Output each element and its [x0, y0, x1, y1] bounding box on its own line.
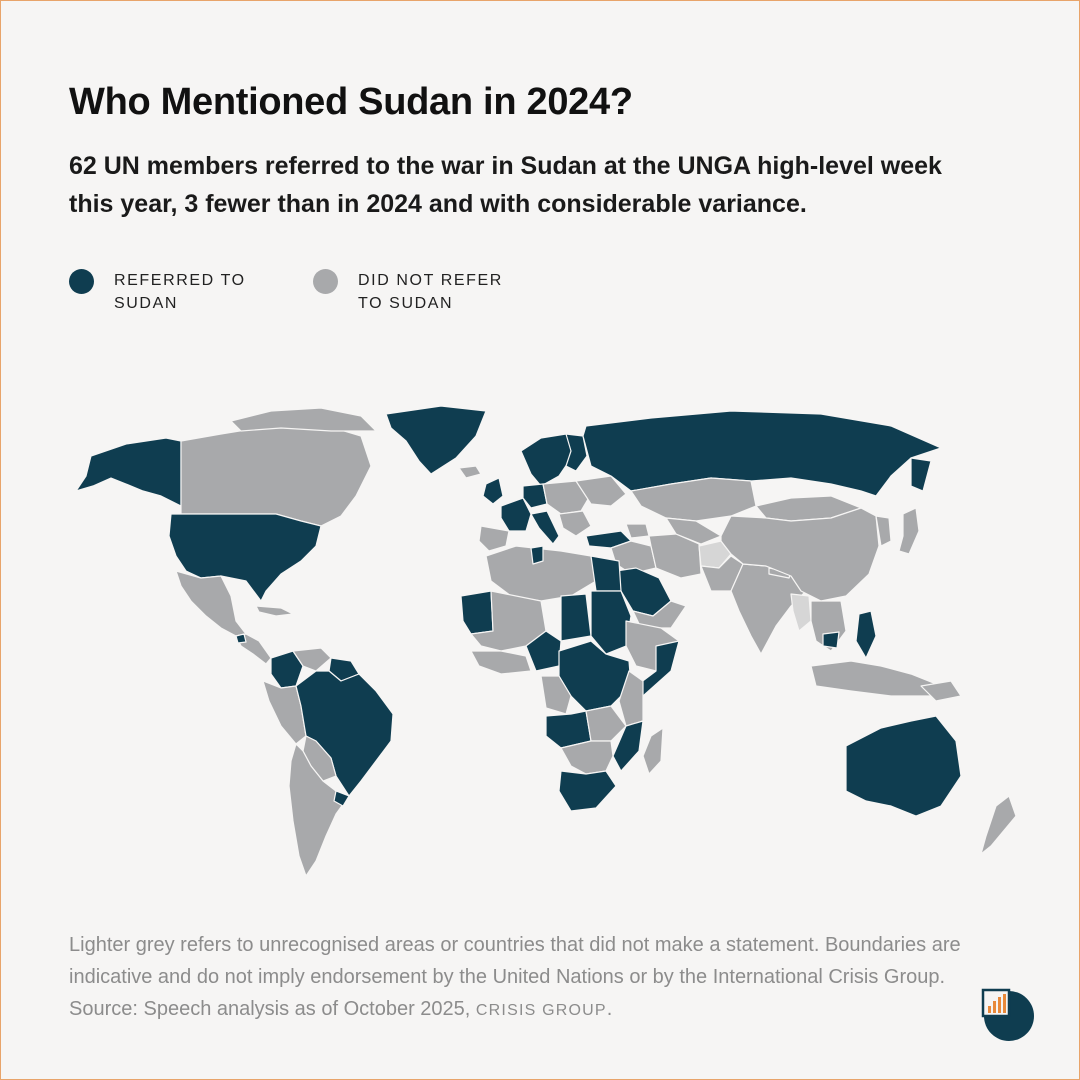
legend-label-not-referred: DID NOT REFER TO SUDAN — [358, 272, 503, 312]
legend-dot-not-referred — [313, 269, 338, 294]
world-map-svg — [75, 405, 1017, 877]
country-afghanistan — [698, 540, 732, 569]
country-mexico — [175, 570, 247, 637]
region-central-asia — [665, 517, 722, 545]
legend-label-referred: REFERRED TO SUDAN — [114, 272, 246, 312]
footnote-brand: CRISIS GROUP — [475, 1002, 607, 1019]
country-uk-ireland — [482, 477, 504, 505]
region-papua — [920, 680, 962, 702]
region-malaysia-indonesia — [810, 660, 937, 697]
country-germany — [522, 483, 548, 509]
country-philippines — [855, 610, 877, 659]
page-subtitle: 62 UN members referred to the war in Sud… — [69, 152, 942, 218]
country-gabon-congo — [540, 675, 572, 715]
region-southern-africa — [560, 740, 614, 775]
country-iberia — [478, 525, 510, 552]
country-china — [720, 507, 880, 602]
country-cambodia — [822, 631, 840, 649]
country-myanmar — [790, 593, 812, 632]
region-kamchatka — [910, 457, 932, 492]
country-australia — [845, 715, 962, 817]
country-sudan — [590, 590, 632, 655]
legend-item-not-referred: DID NOT REFER TO SUDAN — [313, 269, 518, 315]
region-west-africa-coast — [470, 650, 532, 675]
country-russia — [582, 410, 942, 497]
country-uruguay — [333, 790, 350, 807]
country-ukraine — [575, 475, 627, 507]
country-tunisia — [530, 545, 544, 565]
footnote-end: . — [606, 998, 613, 1020]
legend-dot-referred — [69, 269, 94, 294]
region-balkans — [558, 510, 592, 537]
country-egypt — [590, 555, 622, 592]
region-arctic-islands — [230, 407, 377, 432]
country-madagascar — [642, 727, 664, 775]
country-venezuela — [292, 647, 332, 672]
country-canada — [180, 423, 372, 527]
region-caucasus — [625, 523, 650, 539]
crisis-group-logo-mark — [981, 988, 1034, 1041]
country-guatemala — [235, 633, 247, 644]
region-alaska — [75, 437, 182, 507]
footnote: Lighter grey refers to unrecognised area… — [69, 929, 969, 1027]
country-south-africa — [558, 770, 617, 812]
country-iceland — [458, 465, 482, 479]
page-title: Who Mentioned Sudan in 2024? — [69, 81, 633, 123]
country-new-zealand — [980, 795, 1017, 855]
country-japan — [898, 507, 920, 555]
legend-item-referred: REFERRED TO SUDAN — [69, 269, 274, 315]
footnote-text: Lighter grey refers to unrecognised area… — [69, 934, 961, 1020]
country-zambia-malawi — [585, 705, 627, 742]
country-mauritania — [460, 590, 494, 635]
country-mozambique — [612, 720, 644, 772]
world-map — [31, 396, 1051, 901]
region-caribbean — [255, 605, 294, 617]
country-italy — [530, 510, 560, 545]
country-kazakhstan — [630, 477, 757, 522]
country-usa — [168, 513, 322, 602]
country-north-korea-korea — [875, 515, 892, 547]
country-greenland — [385, 405, 487, 475]
country-chad — [560, 593, 592, 642]
crisis-group-logo — [979, 986, 1039, 1051]
country-argentina-chile — [288, 743, 350, 877]
